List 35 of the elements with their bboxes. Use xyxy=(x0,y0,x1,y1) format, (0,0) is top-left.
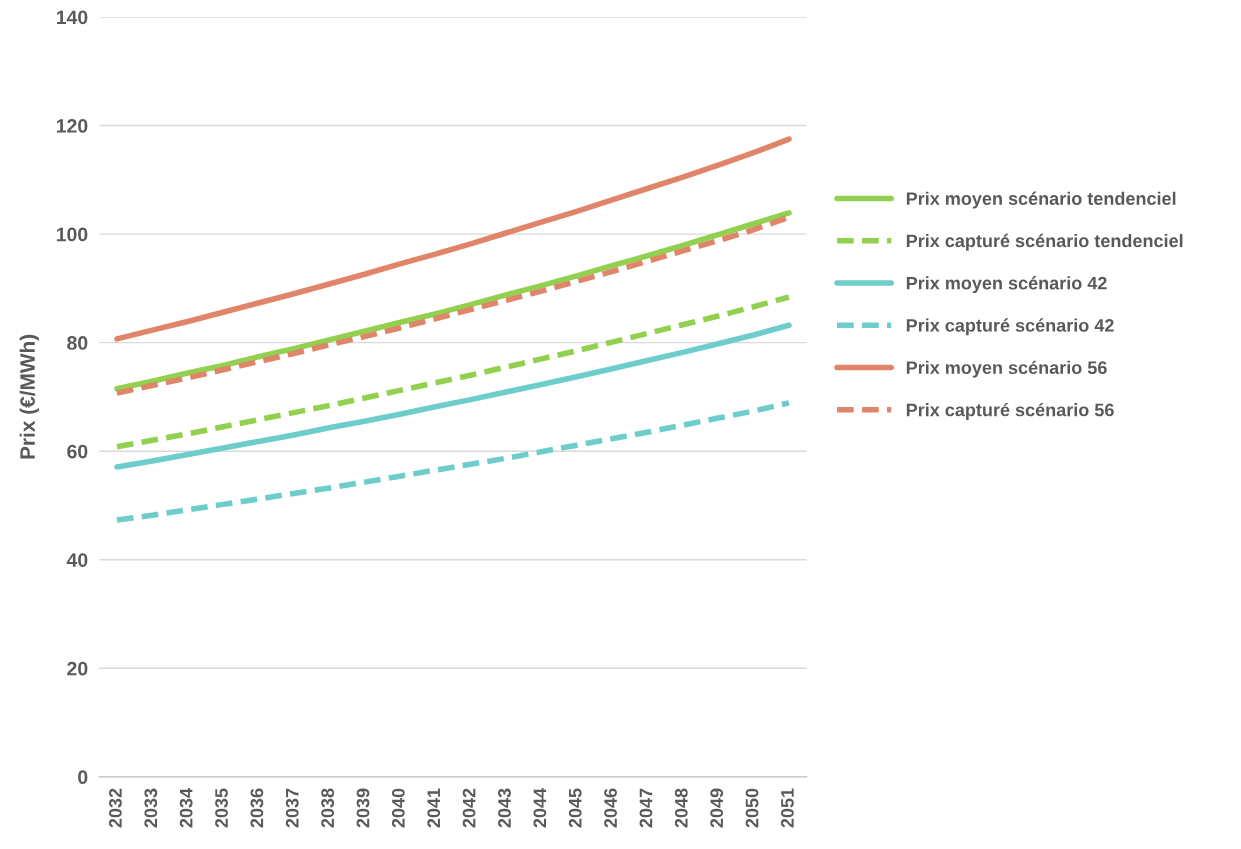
x-tick-label: 2049 xyxy=(710,788,724,828)
x-tick-label: 2041 xyxy=(427,788,441,828)
x-tick-label: 2032 xyxy=(109,788,122,828)
x-tick-label: 2034 xyxy=(179,788,193,828)
x-tick-label: 2039 xyxy=(356,788,370,828)
x-tick-label: 2036 xyxy=(250,788,264,828)
legend-label: Prix capturé scénario 56 xyxy=(906,402,1114,420)
y-axis-title: Prix (€/MWh) xyxy=(19,334,40,459)
y-tick-label: 0 xyxy=(78,770,88,785)
x-tick-label: 2046 xyxy=(604,788,617,828)
y-tick-label: 140 xyxy=(56,10,88,25)
y-tick-label: 20 xyxy=(67,661,88,676)
x-tick-label: 2044 xyxy=(533,788,547,828)
legend-label: Prix moyen scénario 42 xyxy=(906,276,1107,294)
y-tick-label: 40 xyxy=(66,553,88,567)
x-tick-label: 2043 xyxy=(498,788,511,828)
legend-label: Prix capturé scénario 42 xyxy=(906,318,1114,336)
x-tick-label: 2047 xyxy=(639,788,653,828)
y-tick-label: 60 xyxy=(67,444,88,459)
y-tick-label: 80 xyxy=(67,336,88,350)
x-tick-label: 2048 xyxy=(674,788,688,828)
y-tick-label: 120 xyxy=(56,119,88,133)
x-tick-label: 2033 xyxy=(144,788,158,828)
x-tick-label: 2042 xyxy=(462,788,476,828)
x-tick-label: 2040 xyxy=(391,788,405,828)
x-tick-label: 2035 xyxy=(215,788,228,828)
x-tick-label: 2037 xyxy=(285,788,299,828)
x-tick-label: 2045 xyxy=(568,788,582,828)
x-tick-label: 2038 xyxy=(321,788,335,828)
legend-label: Prix moyen scénario tendenciel xyxy=(906,191,1176,209)
legend-label: Prix moyen scénario 56 xyxy=(906,360,1107,378)
legend-label: Prix capturé scénario tendenciel xyxy=(906,233,1183,251)
y-tick-label: 100 xyxy=(56,227,88,242)
x-tick-label: 2051 xyxy=(781,788,794,828)
x-tick-label: 2050 xyxy=(745,788,759,828)
